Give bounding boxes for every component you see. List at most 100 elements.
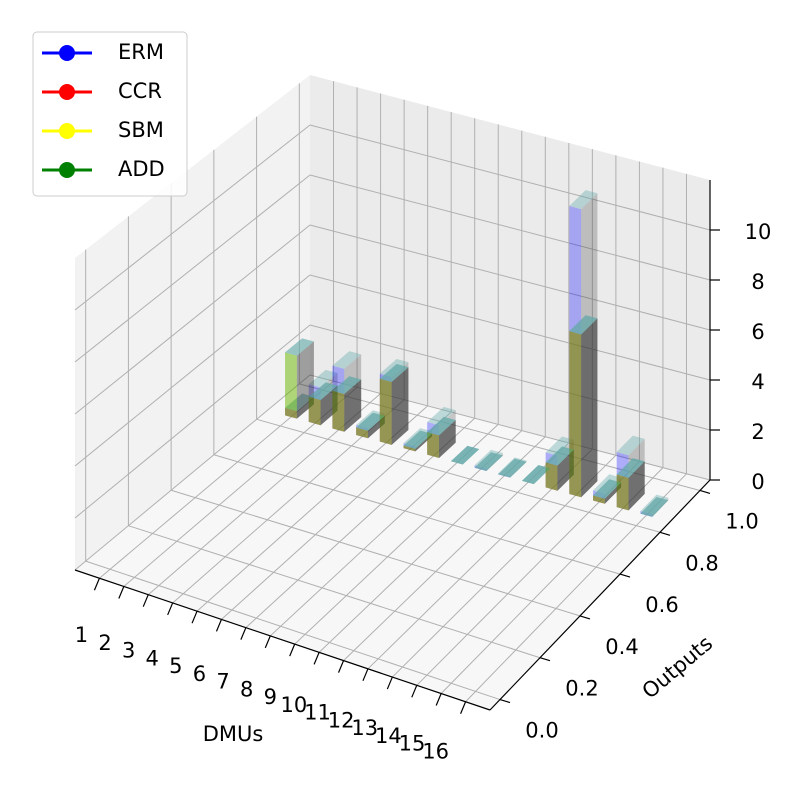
bar-front bbox=[640, 511, 653, 517]
z-tick-label: 2 bbox=[751, 420, 764, 444]
grid-line bbox=[74, 374, 311, 571]
grid-line bbox=[309, 174, 711, 281]
grid-line bbox=[74, 174, 311, 363]
bar bbox=[285, 393, 314, 419]
y-axis-label: Outputs bbox=[638, 631, 718, 703]
bar-top bbox=[474, 452, 503, 472]
bar-front bbox=[545, 452, 558, 491]
bar bbox=[593, 479, 622, 504]
bar bbox=[569, 315, 598, 498]
bar-top bbox=[498, 458, 527, 478]
bar-front bbox=[308, 384, 321, 426]
z-tick-label: 8 bbox=[751, 270, 764, 294]
y-tick-label: 0.8 bbox=[685, 551, 718, 575]
bar-top bbox=[308, 382, 338, 401]
bar-side bbox=[391, 367, 409, 445]
bar-top bbox=[616, 458, 645, 478]
grid-line bbox=[147, 393, 381, 596]
bar bbox=[474, 452, 503, 472]
bar-front bbox=[474, 465, 487, 472]
grid-line bbox=[74, 124, 311, 311]
grid-line bbox=[294, 430, 523, 645]
bar-top bbox=[379, 363, 409, 383]
bar-side bbox=[391, 362, 409, 445]
y-tick bbox=[699, 489, 711, 495]
bar bbox=[498, 458, 527, 478]
grid-line bbox=[440, 467, 664, 694]
grid-line bbox=[170, 489, 581, 617]
bar-side bbox=[415, 433, 433, 452]
bar-side bbox=[628, 461, 645, 511]
bar-top bbox=[640, 497, 669, 517]
bar bbox=[545, 446, 574, 491]
x-tick bbox=[93, 578, 100, 591]
x-tick-label: 2 bbox=[98, 631, 111, 655]
bar-top bbox=[498, 457, 527, 477]
bar-top bbox=[593, 479, 622, 499]
bar-side bbox=[439, 420, 456, 458]
bar bbox=[450, 445, 480, 465]
bar-top bbox=[450, 445, 480, 465]
bar-front bbox=[569, 331, 582, 498]
bar-front bbox=[332, 390, 345, 432]
bar bbox=[356, 410, 385, 439]
bar-front bbox=[427, 432, 440, 458]
y-tick-label: 0.2 bbox=[565, 677, 598, 701]
bar-side bbox=[296, 341, 314, 419]
bar-front bbox=[308, 396, 321, 426]
bar-top bbox=[569, 315, 598, 335]
grid-line bbox=[245, 417, 476, 629]
bar-front bbox=[379, 378, 392, 445]
bar-top bbox=[593, 479, 622, 499]
bar bbox=[640, 497, 669, 517]
grid-line bbox=[309, 374, 711, 481]
grid-line bbox=[343, 442, 570, 661]
bar-top bbox=[498, 458, 527, 478]
x-tick bbox=[313, 652, 320, 665]
x-tick bbox=[118, 586, 125, 599]
bar-side bbox=[439, 410, 456, 458]
y-tick-label: 0.6 bbox=[645, 593, 678, 617]
bar-top bbox=[403, 430, 433, 449]
bar-top bbox=[356, 410, 385, 429]
x-tick-label: 12 bbox=[328, 708, 355, 732]
bar bbox=[545, 446, 574, 491]
bar-top bbox=[616, 458, 645, 478]
bar-top bbox=[427, 416, 456, 436]
x-tick-label: 5 bbox=[169, 654, 182, 678]
grid-line bbox=[256, 418, 661, 533]
x-tick-label: 1 bbox=[75, 623, 88, 647]
bar bbox=[521, 465, 551, 485]
bar bbox=[427, 416, 456, 458]
bar-side bbox=[628, 461, 645, 511]
bar bbox=[379, 363, 409, 445]
bar-top bbox=[285, 393, 314, 412]
y-tick bbox=[659, 531, 671, 536]
bar-side bbox=[557, 449, 574, 491]
bar-top bbox=[640, 497, 669, 517]
bar bbox=[285, 338, 314, 419]
bar-side bbox=[320, 385, 338, 426]
bar bbox=[379, 358, 409, 445]
bar-front bbox=[593, 495, 605, 504]
bars bbox=[285, 190, 669, 517]
bar bbox=[474, 452, 503, 472]
bar-side bbox=[344, 379, 362, 432]
grid-line bbox=[128, 525, 541, 659]
bar-side bbox=[510, 461, 527, 478]
legend-label: ERM bbox=[118, 40, 164, 64]
bar-side bbox=[296, 341, 314, 419]
x-tick bbox=[264, 635, 271, 649]
bar-side bbox=[344, 379, 362, 432]
bar-top bbox=[285, 393, 314, 412]
bar-side bbox=[296, 396, 314, 419]
y-tick bbox=[619, 573, 631, 578]
bar bbox=[427, 406, 456, 458]
grid-line bbox=[309, 224, 711, 331]
bar bbox=[308, 369, 338, 426]
bar-front bbox=[616, 474, 629, 511]
bar bbox=[403, 430, 433, 452]
legend-box bbox=[32, 31, 188, 197]
bar-front bbox=[379, 373, 392, 445]
